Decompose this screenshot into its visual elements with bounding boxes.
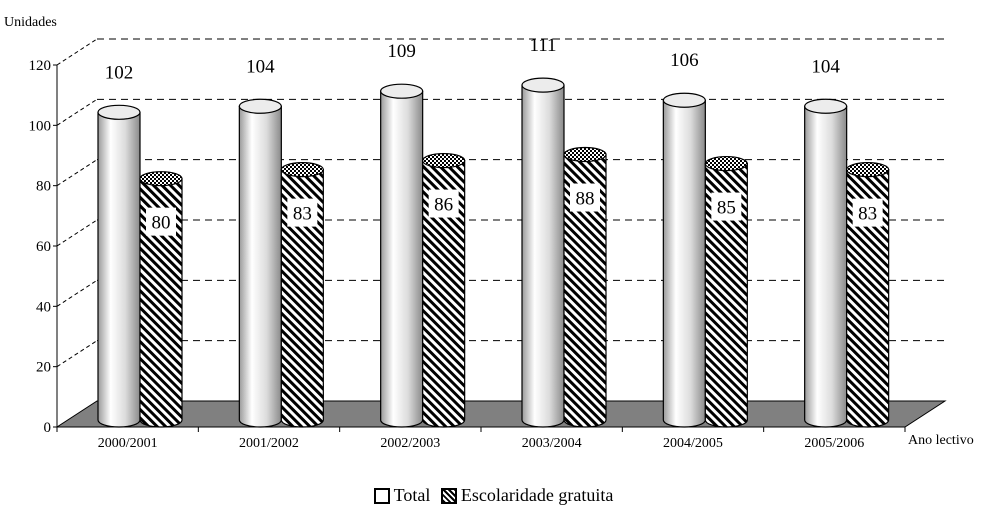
bar-top	[662, 92, 706, 108]
y-axis-title: Unidades	[4, 15, 57, 30]
grid	[56, 38, 945, 368]
bar-body	[422, 159, 466, 428]
data-label-background	[852, 198, 883, 227]
data-label-background	[146, 207, 176, 236]
bar-body	[97, 111, 141, 428]
bar-escolaridade-gratuita	[846, 162, 890, 428]
data-label-background	[570, 183, 600, 212]
x-axis-title: Ano lectivo	[908, 433, 974, 448]
bar-top	[238, 98, 282, 114]
data-label-total: 102	[105, 62, 134, 83]
y-tick-label: 120	[29, 58, 52, 74]
legend-label-total: Total	[393, 485, 431, 505]
bar-total	[662, 92, 706, 428]
bar-top	[563, 146, 607, 163]
x-tick-label: 2005/2006	[804, 436, 864, 451]
gridline-depth	[56, 159, 98, 187]
bar-body	[704, 162, 748, 428]
data-label-background	[287, 198, 318, 227]
bar-body	[139, 178, 183, 428]
y-tick-label: 80	[36, 179, 51, 195]
gridline-depth	[56, 340, 98, 368]
gridline-depth	[56, 38, 98, 66]
y-tick-label: 40	[36, 299, 51, 315]
y-tick-label: 0	[44, 420, 52, 436]
y-tick-label: 20	[36, 360, 51, 376]
x-tick-label: 2000/2001	[98, 436, 158, 451]
x-tick-label: 2002/2003	[380, 436, 440, 451]
bar-top	[280, 162, 324, 178]
bar-escolaridade-gratuita	[422, 152, 466, 428]
data-label-escolaridade-gratuita: 80	[152, 213, 171, 234]
bar-top	[380, 83, 424, 99]
bar-top	[846, 162, 890, 178]
legend: Total Escolaridade gratuita	[0, 485, 987, 509]
data-label-total: 104	[246, 56, 275, 77]
bar-body	[238, 105, 282, 428]
bar-top	[422, 152, 466, 169]
legend-swatch-free	[440, 487, 457, 504]
bar-total	[380, 83, 424, 428]
data-label-background	[711, 192, 742, 221]
bar-body	[280, 169, 324, 428]
x-tick-label: 2004/2005	[663, 436, 723, 451]
bar-escolaridade-gratuita	[704, 155, 748, 428]
data-label-total: 109	[387, 41, 416, 62]
data-label-total: 106	[670, 50, 699, 71]
bar-total	[804, 98, 848, 428]
data-label-escolaridade-gratuita: 86	[434, 195, 453, 216]
bar-top	[804, 98, 848, 114]
bar-body	[846, 169, 890, 428]
bar-top	[139, 171, 183, 187]
data-label-escolaridade-gratuita: 88	[576, 189, 595, 210]
bar-top	[97, 104, 141, 120]
y-tick-label: 60	[36, 239, 51, 255]
data-label-escolaridade-gratuita: 83	[858, 204, 877, 225]
legend-item-free: Escolaridade gratuita	[440, 485, 614, 506]
legend-item-total: Total	[373, 485, 431, 506]
bar-body	[380, 90, 424, 428]
bar-total	[521, 77, 565, 428]
data-label-total: 111	[529, 35, 556, 56]
bar-escolaridade-gratuita	[139, 171, 183, 428]
data-label-background	[428, 189, 459, 218]
legend-swatch-total	[373, 487, 390, 504]
chart: 0 20 40 60 80 100 120 2000/2001 2001/2002 2002/2…	[4, 15, 974, 451]
bar-body	[521, 84, 565, 428]
bar-total	[97, 104, 141, 428]
bar-body	[662, 99, 706, 428]
bar-top	[521, 77, 565, 93]
x-tick-label: 2003/2004	[522, 436, 582, 451]
bar-escolaridade-gratuita	[563, 146, 607, 428]
bar-total	[238, 98, 282, 428]
bar-escolaridade-gratuita	[280, 162, 324, 428]
data-label-escolaridade-gratuita: 85	[717, 198, 736, 219]
data-label-total: 104	[811, 56, 840, 77]
gridline-depth	[56, 279, 98, 307]
bar-body	[804, 105, 848, 428]
bar-top	[704, 155, 748, 172]
gridline-depth	[56, 219, 98, 247]
gridline-depth	[56, 98, 98, 126]
legend-label-free: Escolaridade gratuita	[460, 485, 614, 505]
y-tick-label: 100	[29, 118, 52, 134]
bar-body	[563, 153, 607, 428]
data-label-escolaridade-gratuita: 83	[293, 204, 312, 225]
x-tick-label: 2001/2002	[239, 436, 299, 451]
